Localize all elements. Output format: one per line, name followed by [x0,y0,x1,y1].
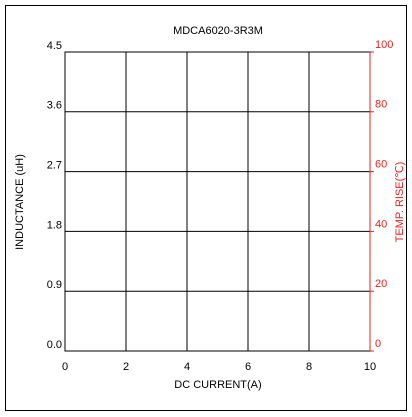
frame [5,5,407,411]
y2-tick-label: 100 [375,39,393,51]
y-axis-label: INDUCTANCE (uH) [14,154,26,250]
y2-tick-label: 60 [375,159,387,171]
x-axis-label: DC CURRENT(A) [174,379,261,391]
x-tick-label: 2 [123,361,129,373]
y2-tick-label: 0 [375,338,381,350]
y-tick-label: 1.8 [47,219,62,231]
y2-tick-label: 20 [375,278,387,290]
y-tick-label: 3.6 [47,100,62,112]
y-tick-label: 2.7 [47,160,62,172]
chart-title: MDCA6020-3R3M [173,25,263,37]
y-tick-label: 0.9 [47,279,62,291]
x-tick-label: 6 [245,361,251,373]
x-tick-label: 0 [62,361,68,373]
x-tick-label: 10 [364,361,376,373]
y2-axis-label: TEMP. RISE(℃) [394,162,406,243]
y-tick-label: 0.0 [47,339,62,351]
y2-tick-label: 40 [375,218,387,230]
plot-border [64,51,371,352]
x-tick-label: 8 [306,361,312,373]
x-tick-label: 4 [184,361,190,373]
y2-tick-label: 80 [375,99,387,111]
y-tick-label: 4.5 [47,40,62,52]
